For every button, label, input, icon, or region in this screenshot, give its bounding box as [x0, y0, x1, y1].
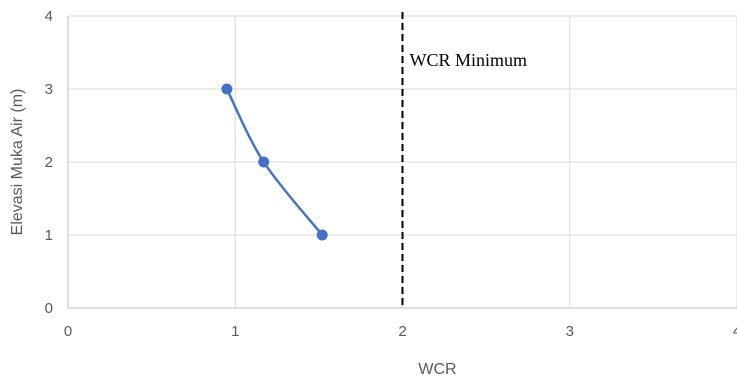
series-group: [221, 83, 328, 241]
y-tick-label-1: 1: [45, 227, 53, 244]
x-tick-label-0: 0: [64, 323, 72, 340]
y-tick-label-0: 0: [45, 300, 53, 317]
y-tick-label-2: 2: [45, 154, 53, 171]
data-point-0-0: [221, 83, 233, 95]
tick-labels: 0 1 2 3 4 0 1 2 3 4: [45, 8, 737, 340]
x-tick-label-4: 4: [733, 323, 737, 340]
y-tick-label-3: 3: [45, 81, 53, 98]
x-tick-label-2: 2: [398, 323, 406, 340]
y-tick-label-4: 4: [45, 8, 53, 25]
y-axis-title: Elevasi Muka Air (m): [9, 89, 26, 236]
data-point-0-1: [258, 156, 270, 168]
x-tick-label-3: 3: [566, 323, 574, 340]
reference-line-label: WCR Minimum: [410, 50, 528, 70]
x-axis-title: WCR: [418, 361, 456, 378]
x-tick-label-1: 1: [231, 323, 239, 340]
data-point-0-2: [316, 229, 328, 241]
axes: [67, 16, 737, 309]
